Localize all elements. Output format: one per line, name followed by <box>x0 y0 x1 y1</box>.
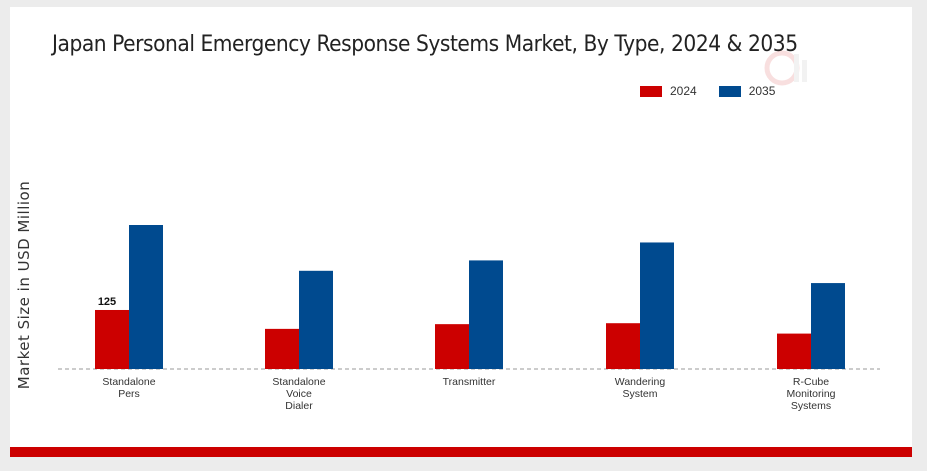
bar-2024-1 <box>265 328 299 369</box>
x-tick-label: Systems <box>791 400 831 412</box>
legend-item-2035: 2035 <box>718 84 776 98</box>
bar-2035-4 <box>811 283 845 369</box>
bar-2024-0 <box>95 309 129 369</box>
bar-2035-1 <box>299 270 333 369</box>
footer-accent-bar <box>10 447 912 457</box>
x-tick-label: Wandering <box>615 376 666 388</box>
bar-2024-3 <box>606 323 640 369</box>
chart-title: Japan Personal Emergency Response System… <box>52 32 798 57</box>
bar-2024-2 <box>435 324 469 369</box>
x-tick-label: Voice <box>286 388 312 400</box>
watermark-logo-icon <box>758 48 818 88</box>
legend-label-2024: 2024 <box>670 84 697 98</box>
legend-swatch-2035 <box>718 85 741 97</box>
bar-2035-0 <box>129 225 163 369</box>
bar-2035-3 <box>640 242 674 369</box>
data-label: 125 <box>98 296 116 308</box>
x-tick-label: Dialer <box>285 400 313 412</box>
legend-item-2024: 2024 <box>640 84 697 98</box>
legend-label-2035: 2035 <box>748 84 776 98</box>
x-tick-label: R-Cube <box>793 376 829 388</box>
chart-legend: 2024 2035 <box>640 84 797 98</box>
x-tick-label: Standalone <box>272 376 325 388</box>
x-tick-label: Monitoring <box>786 388 835 400</box>
x-tick-label: Standalone <box>102 376 155 388</box>
x-tick-label: Transmitter <box>443 376 496 388</box>
legend-swatch-2024 <box>640 85 662 97</box>
bar-2024-4 <box>777 333 811 369</box>
bar-2035-2 <box>469 260 503 369</box>
x-tick-label: Pers <box>118 388 140 400</box>
x-tick-label: System <box>622 388 657 400</box>
